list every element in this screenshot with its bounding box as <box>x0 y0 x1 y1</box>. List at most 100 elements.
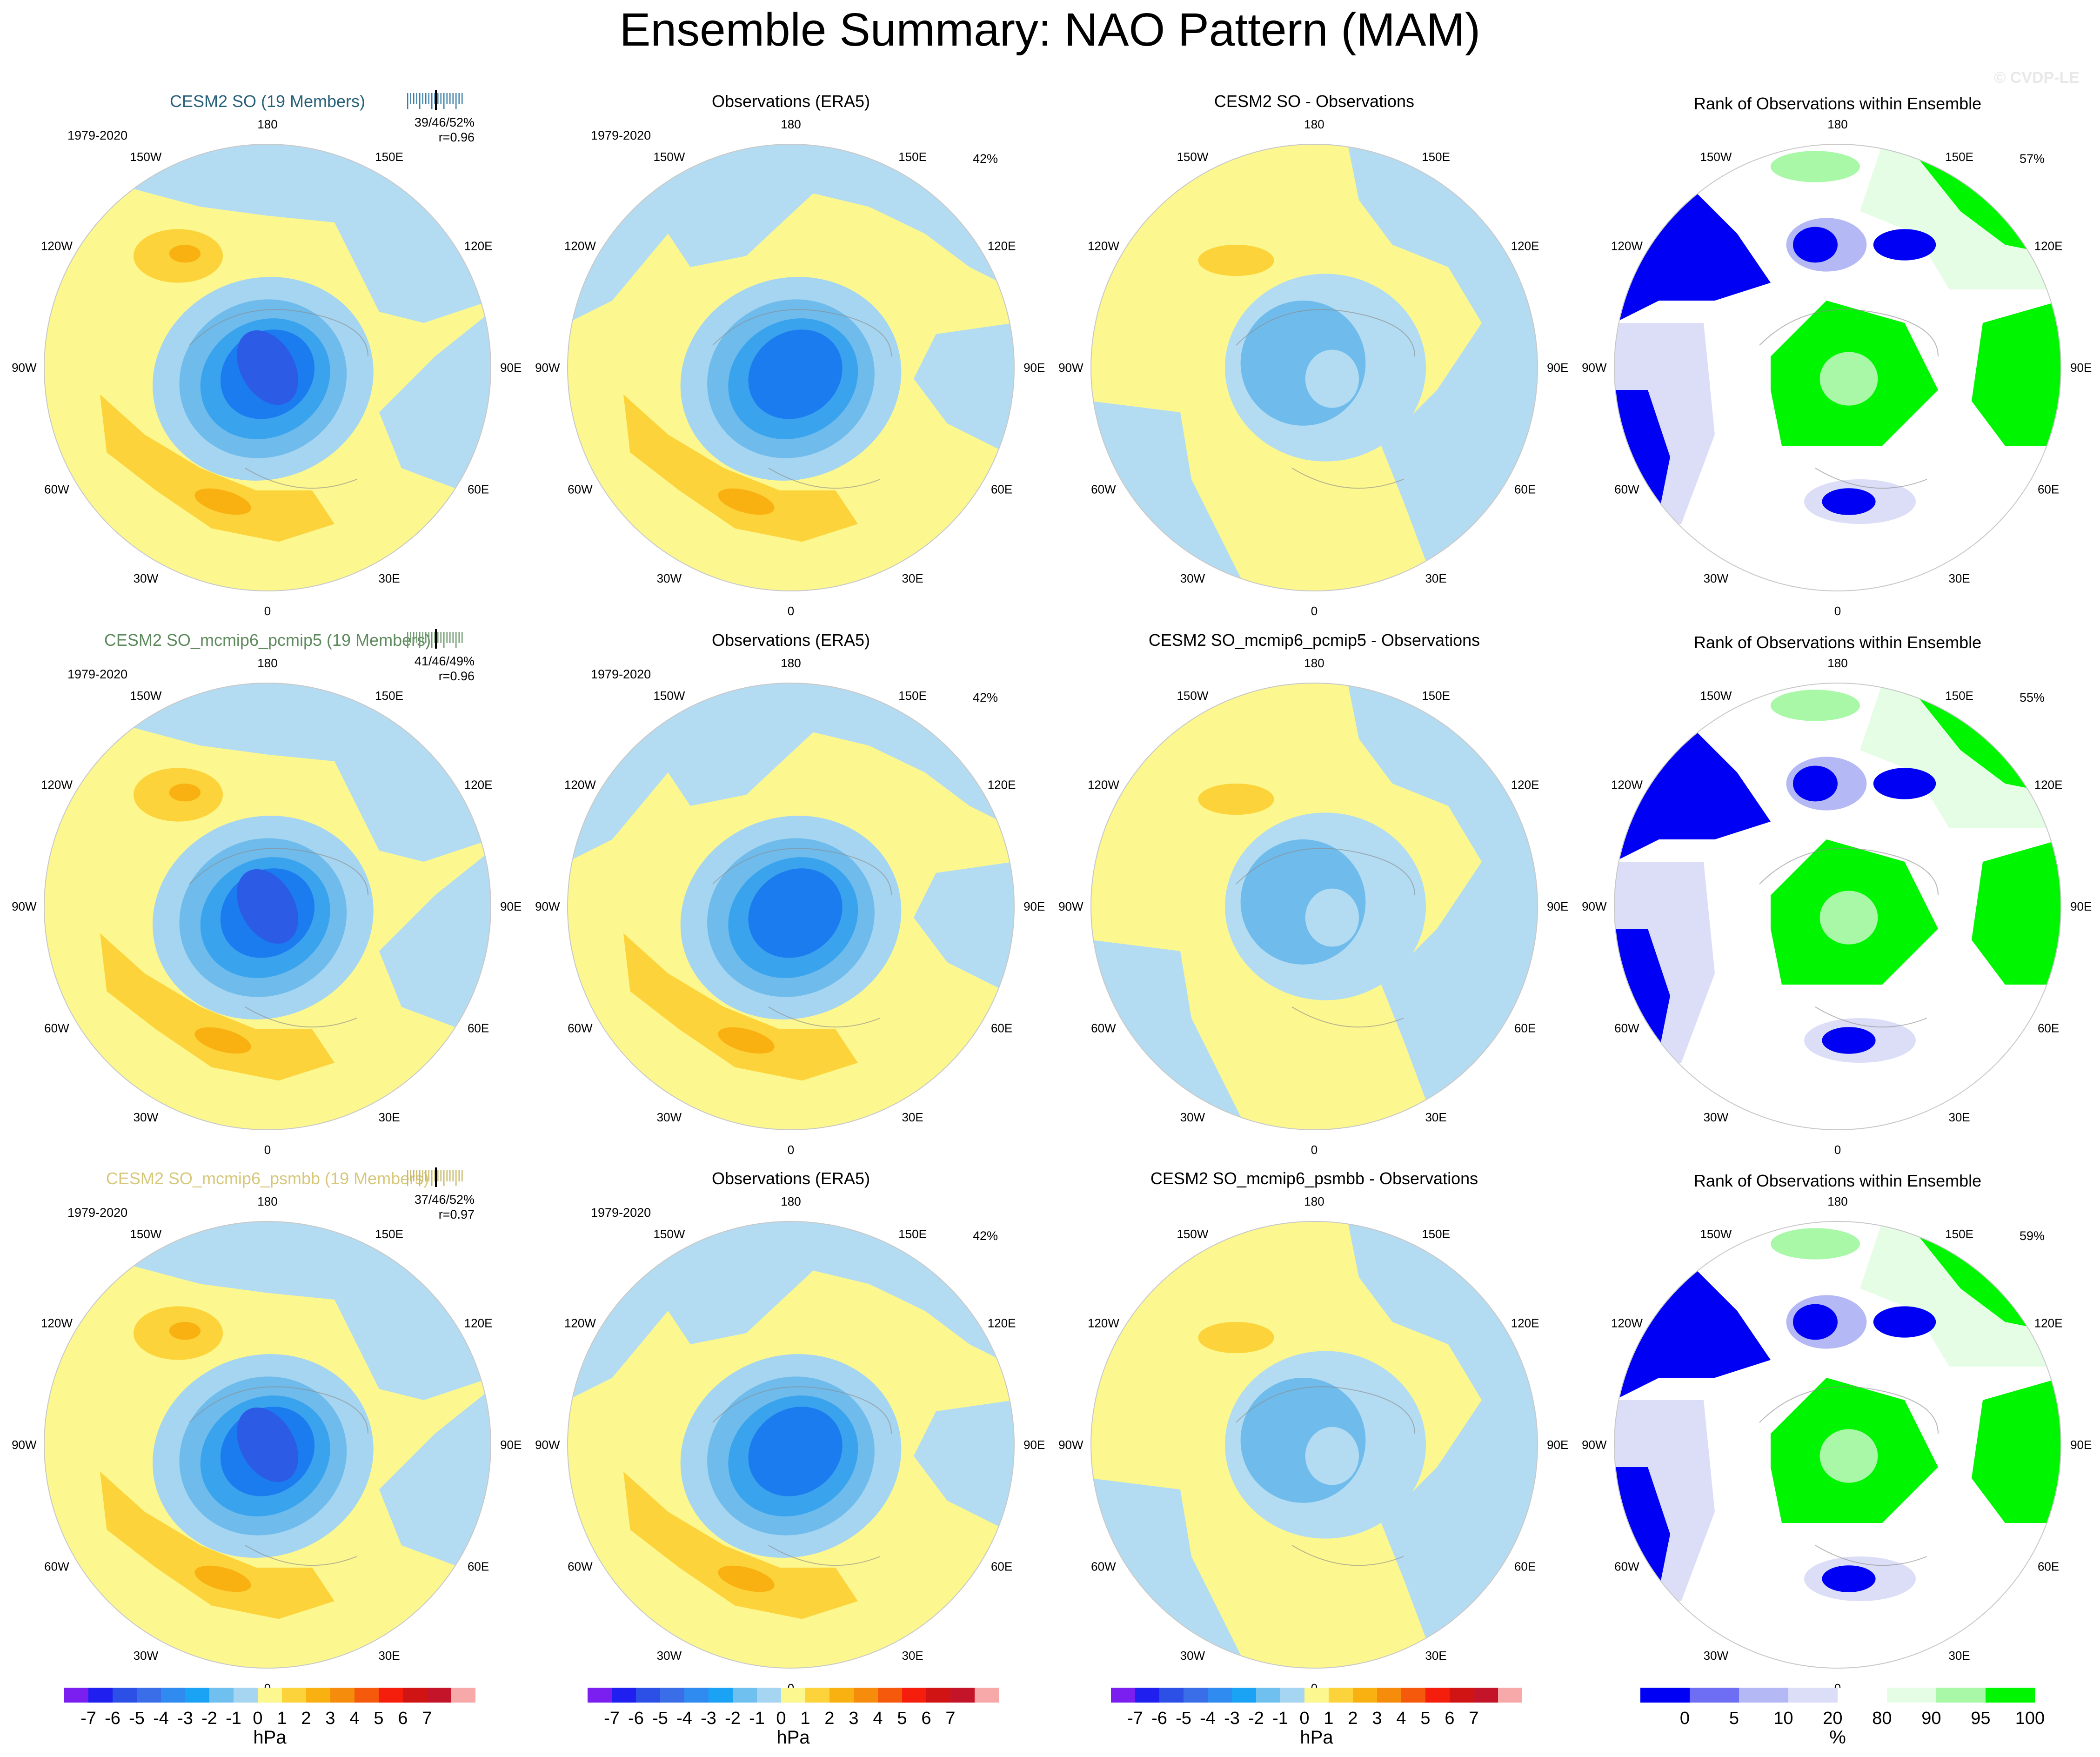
pattern-correlation-label: r=0.96 <box>439 669 475 683</box>
rank-bottom-region <box>1822 1565 1876 1592</box>
map-field <box>1091 683 1538 1130</box>
longitude-label: 60W <box>1614 1560 1639 1574</box>
longitude-label: 30E <box>1948 1649 1970 1663</box>
colorbar-tick-label: -6 <box>1151 1709 1167 1728</box>
map-boundary <box>1614 1221 2061 1669</box>
colorbar-cell <box>781 1688 805 1703</box>
rank-bottom-region <box>1873 229 1936 261</box>
longitude-label: 120E <box>2034 778 2063 791</box>
member-tick <box>428 632 429 643</box>
colorbar-tick-label: 0 <box>253 1709 262 1728</box>
observations-panel: 180150E120E90E60E30E030W60W90W120W150WOb… <box>535 1169 1045 1695</box>
longitude-label: 120W <box>1088 1316 1119 1330</box>
longitude-label: 150E <box>898 1227 927 1241</box>
colorbar-tick-label: -5 <box>129 1709 145 1728</box>
negative-region <box>67 144 491 323</box>
colorbar-cell <box>1184 1688 1208 1703</box>
map-boundary <box>44 144 491 591</box>
member-tick <box>410 632 411 643</box>
member-tick <box>455 1170 457 1186</box>
longitude-label: 90W <box>1058 361 1083 375</box>
pacific-high-core <box>169 784 201 802</box>
pattern-correlation-label: r=0.97 <box>439 1207 475 1221</box>
coastline <box>1815 1006 1927 1028</box>
member-tick <box>458 1170 460 1181</box>
longitude-label: 30E <box>1425 1649 1446 1663</box>
coastline <box>712 309 892 357</box>
rank-bottom-region <box>1793 1304 1838 1340</box>
member-strip <box>407 1167 463 1187</box>
member-tick <box>422 1170 423 1181</box>
member-tick <box>434 93 435 104</box>
negative-region <box>1348 1221 1538 1668</box>
colorbar-tick-label: 7 <box>1469 1709 1478 1728</box>
colorbar-cell <box>1377 1688 1401 1703</box>
longitude-label: 30W <box>134 1110 159 1124</box>
longitude-label: 60W <box>568 1021 593 1035</box>
coastline <box>189 848 368 896</box>
colorbar-tick-label: 100 <box>2015 1709 2045 1728</box>
colorbar-tick-label: -1 <box>226 1709 241 1728</box>
colorbar-cell <box>1498 1688 1522 1703</box>
member-tick <box>440 93 441 104</box>
member-tick <box>449 93 451 104</box>
longitude-label: 150E <box>375 689 403 703</box>
rank-bottom-region <box>1822 1027 1876 1054</box>
period-label: 1979-2020 <box>67 667 127 681</box>
colorbar-tick-label: 4 <box>1396 1709 1406 1728</box>
colorbar-cell <box>1450 1688 1474 1703</box>
longitude-label: 30W <box>1704 1649 1729 1663</box>
colorbar-tick-label: 6 <box>921 1709 931 1728</box>
longitude-label: 120E <box>1511 239 1539 253</box>
rank-high-region <box>1771 151 1860 182</box>
longitude-label: 30E <box>378 1110 400 1124</box>
colorbar-tick-label: 7 <box>422 1709 432 1728</box>
coastline <box>768 1545 881 1566</box>
colorbar-tick-label: 7 <box>945 1709 955 1728</box>
longitude-label: 30W <box>134 571 159 585</box>
colorbar-tick-label: 3 <box>1372 1709 1382 1728</box>
panel-title: Rank of Observations within Ensemble <box>1694 1171 1981 1190</box>
longitude-label: 180 <box>1827 656 1847 670</box>
longitude-label: 60W <box>44 483 69 496</box>
explained-variance-label: 41/46/49% <box>415 654 475 668</box>
high-band <box>623 1471 858 1619</box>
colorbar-cell <box>854 1688 878 1703</box>
member-tick <box>410 1170 411 1181</box>
member-tick <box>449 1170 451 1181</box>
map-field <box>1091 1221 1538 1668</box>
panel-title: Observations (ERA5) <box>712 630 870 650</box>
coastline <box>1291 1006 1404 1028</box>
colorbar-tick-label: 5 <box>897 1709 907 1728</box>
longitude-label: 120W <box>564 778 596 791</box>
negative-region <box>568 144 1014 323</box>
member-tick <box>434 632 435 643</box>
colorbar-cell <box>1329 1688 1353 1703</box>
colorbar-tick-label: 2 <box>824 1709 834 1728</box>
longitude-label: 90W <box>1582 361 1607 375</box>
longitude-label: 60W <box>1091 1560 1116 1574</box>
longitude-label: 180 <box>781 1194 801 1208</box>
longitude-label: 90W <box>12 1438 37 1452</box>
rank-high-region <box>1819 891 1878 945</box>
high-core <box>718 1027 775 1054</box>
longitude-label: 120E <box>1511 1316 1539 1330</box>
member-tick <box>407 1170 408 1186</box>
colorbar-tick-label: -2 <box>725 1709 741 1728</box>
rank-panel: 180 150E 120E 90E 60E 30E 0 30W 60W 90W 120W 150W Ra… <box>1582 94 2092 618</box>
member-tick <box>440 1170 441 1181</box>
member-tick <box>419 93 421 109</box>
member-tick <box>455 93 457 109</box>
longitude-label: 30E <box>902 571 923 585</box>
longitude-label: 150E <box>1422 1227 1450 1241</box>
difference-panel: 180150E120E90E60E30E030W60W90W120W150WCE… <box>1058 1169 1568 1695</box>
longitude-label: 180 <box>1827 1194 1847 1208</box>
longitude-label: 90E <box>500 899 522 913</box>
longitude-label: 90E <box>500 361 522 375</box>
figure-title: Ensemble Summary: NAO Pattern (MAM) <box>620 4 1480 56</box>
longitude-label: 90W <box>535 1438 560 1452</box>
member-tick <box>431 1170 433 1186</box>
longitude-label: 60E <box>1514 483 1536 496</box>
coastline <box>1759 848 1939 896</box>
